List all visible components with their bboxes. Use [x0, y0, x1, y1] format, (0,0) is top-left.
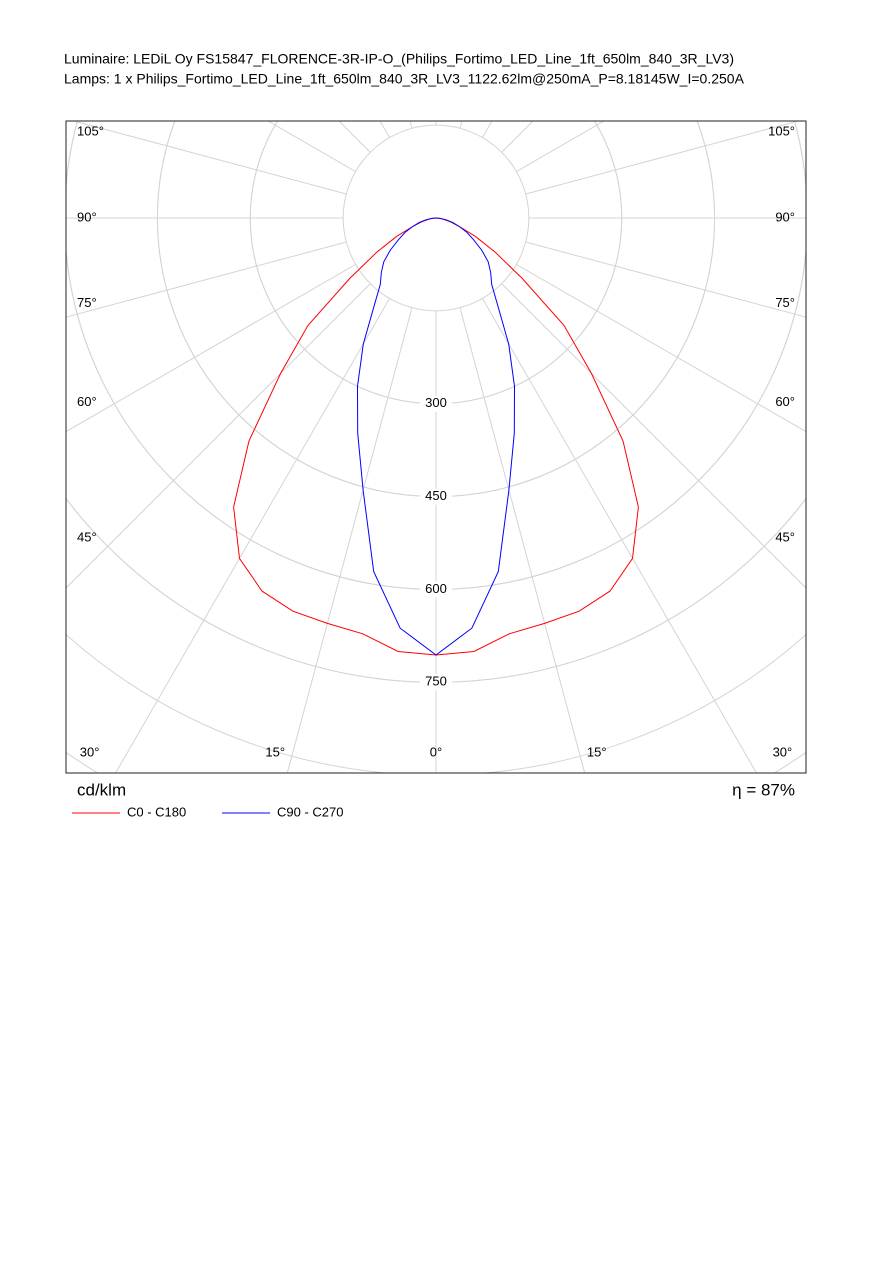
r-tick-label-bg	[420, 581, 452, 598]
r-tick-label-bg	[420, 488, 452, 505]
r-tick-label: 600	[425, 581, 447, 596]
radial-grid-line	[66, 241, 347, 318]
angle-tick-label: 105°	[77, 124, 104, 139]
radial-grid-line	[72, 121, 347, 195]
ring-grid-line	[342, 124, 530, 312]
labels: 300 450 600 750 0° 15° 15° 30° 30° 45° 45° 60° 60° 75…	[77, 124, 795, 760]
r-tick-label-bg	[420, 395, 452, 412]
plot-frame	[65, 120, 807, 774]
angle-tick-label: 45°	[77, 529, 97, 544]
angle-tick-label: 90°	[77, 209, 97, 224]
r-tick-label: 750	[425, 674, 447, 689]
legend-label: C0 - C180	[127, 804, 186, 819]
r-tick-label: 300	[425, 395, 447, 410]
chart-subtitle: Lamps: 1 x Philips_Fortimo_LED_Line_1ft_…	[64, 71, 745, 87]
angle-tick-label: 15°	[265, 744, 285, 759]
legend-label: C90 - C270	[277, 804, 343, 819]
r-tick-label: 450	[425, 488, 447, 503]
radial-grid-line	[525, 121, 800, 195]
angle-tick-label: 75°	[77, 295, 97, 310]
angle-tick-label: 60°	[77, 394, 97, 409]
angle-tick-label: 90°	[775, 209, 795, 224]
intensity-curve	[356, 217, 516, 656]
chart-title: Luminaire: LEDiL Oy FS15847_FLORENCE-3R-…	[64, 51, 734, 67]
radial-grid-line	[286, 307, 413, 773]
radial-grid-line	[525, 241, 806, 318]
legend: C0 - C180 C90 - C270	[72, 804, 343, 819]
angle-tick-label: 45°	[775, 529, 795, 544]
angle-tick-label: 30°	[80, 744, 100, 759]
angle-tick-label: 0°	[430, 744, 442, 759]
angle-tick-label: 30°	[773, 744, 793, 759]
radial-grid-line	[501, 283, 806, 589]
r-axis-label: cd/klm	[77, 780, 126, 799]
angle-tick-label: 15°	[587, 744, 607, 759]
efficiency-annotation: η = 87%	[732, 780, 795, 799]
radial-grid-line	[516, 263, 806, 433]
angle-tick-label: 105°	[768, 124, 795, 139]
angle-tick-label: 60°	[775, 394, 795, 409]
radial-grid-line	[114, 298, 391, 773]
radial-grid-line	[66, 263, 356, 433]
radial-grid-line	[66, 283, 371, 589]
radial-grid-line	[459, 307, 586, 773]
radial-grid-line	[481, 298, 758, 773]
angle-tick-label: 75°	[775, 295, 795, 310]
r-tick-label-bg	[420, 674, 452, 691]
